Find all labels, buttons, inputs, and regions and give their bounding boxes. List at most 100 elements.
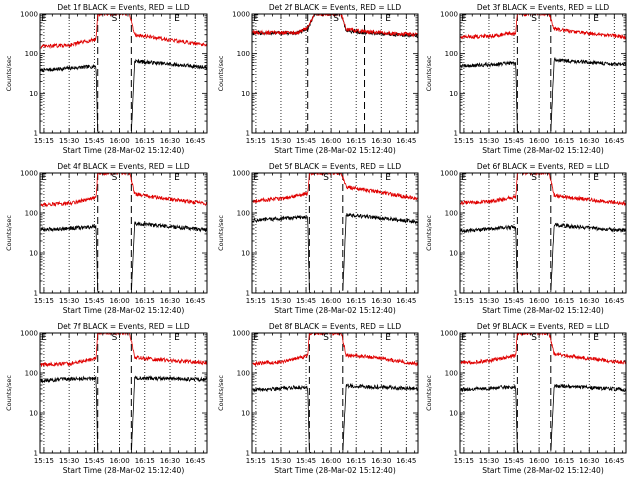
lld-series-line: [460, 14, 626, 40]
x-axis-label: Start Time (28-Mar-02 15:12:40): [63, 306, 185, 315]
phase-marker-label: E: [593, 333, 599, 343]
events-series-line: [252, 212, 418, 293]
plot-frame: [39, 332, 208, 454]
x-axis-label: Start Time (28-Mar-02 15:12:40): [482, 306, 604, 315]
x-tick-label: 16:45: [604, 137, 624, 145]
panel-9: Det 9f BLACK = Events, RED = LLD Counts/s…: [425, 322, 627, 475]
y-tick-label: 1000: [440, 11, 458, 19]
y-tick-label: 10: [241, 410, 250, 418]
x-tick-label: 16:45: [604, 297, 624, 305]
x-tick-label: 16:30: [160, 137, 180, 145]
phase-marker-label: E: [593, 14, 599, 24]
panel-title: Det 8f BLACK = Events, RED = LLD: [269, 322, 402, 331]
lld-series-line: [252, 14, 418, 38]
panel-2: Det 2f BLACK = Events, RED = LLD Counts/s…: [217, 3, 419, 155]
x-axis-label: Start Time (28-Mar-02 15:12:40): [63, 466, 185, 475]
panel-title: Det 5f BLACK = Events, RED = LLD: [269, 162, 402, 171]
phase-marker-label: E: [385, 333, 391, 343]
y-tick-label: 1000: [232, 11, 250, 19]
phase-marker-label: E: [174, 333, 180, 343]
x-tick-label: 15:15: [246, 457, 266, 465]
panel-title: Det 1f BLACK = Events, RED = LLD: [57, 3, 190, 12]
phase-marker-label: S: [112, 173, 118, 183]
x-tick-label: 15:30: [59, 297, 79, 305]
phase-marker-label: S: [531, 173, 537, 183]
x-tick-label: 16:15: [346, 137, 366, 145]
x-axis-label: Start Time (28-Mar-02 15:12:40): [274, 146, 396, 155]
y-tick-label: 100: [445, 370, 458, 378]
x-tick-label: 16:15: [135, 297, 155, 305]
y-tick-label: 1: [34, 130, 38, 138]
y-axis-label: Counts/sec: [5, 215, 13, 251]
x-tick-label: 16:15: [346, 297, 366, 305]
x-tick-label: 15:30: [479, 137, 499, 145]
x-tick-label: 16:30: [371, 297, 391, 305]
x-tick-label: 15:15: [34, 457, 54, 465]
plot-frame: [459, 172, 627, 294]
x-tick-label: 15:15: [34, 137, 54, 145]
y-tick-label: 100: [25, 370, 38, 378]
x-tick-label: 16:00: [321, 457, 341, 465]
x-tick-label: 16:00: [529, 457, 549, 465]
x-tick-label: 16:00: [109, 457, 129, 465]
y-tick-label: 10: [449, 410, 458, 418]
events-series-line: [40, 375, 207, 453]
y-tick-label: 1000: [20, 11, 38, 19]
phase-marker-label: E: [385, 173, 391, 183]
x-tick-label: 16:45: [604, 457, 624, 465]
x-axis-label: Start Time (28-Mar-02 15:12:40): [63, 146, 185, 155]
x-tick-label: 15:45: [84, 457, 104, 465]
y-axis-label: Counts/sec: [217, 55, 225, 91]
lld-series-line: [252, 333, 418, 367]
panel-5: Det 5f BLACK = Events, RED = LLD Counts/s…: [217, 162, 419, 315]
x-axis-label: Start Time (28-Mar-02 15:12:40): [274, 306, 396, 315]
y-axis-label: Counts/sec: [217, 215, 225, 251]
x-axis-label: Start Time (28-Mar-02 15:12:40): [274, 466, 396, 475]
x-tick-label: 16:00: [109, 297, 129, 305]
y-axis-label: Counts/sec: [425, 215, 433, 251]
y-tick-label: 10: [29, 410, 38, 418]
panel-6: Det 6f BLACK = Events, RED = LLD Counts/s…: [425, 162, 627, 315]
x-tick-label: 16:15: [554, 297, 574, 305]
y-tick-label: 100: [25, 50, 38, 58]
x-tick-label: 15:15: [454, 137, 474, 145]
y-axis-label: Counts/sec: [5, 375, 13, 411]
x-tick-label: 15:30: [59, 137, 79, 145]
x-tick-label: 16:45: [185, 457, 205, 465]
x-tick-label: 15:45: [504, 457, 524, 465]
x-tick-label: 16:00: [529, 297, 549, 305]
phase-marker-label: E: [461, 14, 467, 24]
phase-marker-label: E: [385, 14, 391, 24]
x-tick-label: 16:15: [135, 457, 155, 465]
panel-1: Det 1f BLACK = Events, RED = LLD Counts/s…: [5, 3, 208, 155]
y-tick-label: 10: [29, 250, 38, 258]
y-axis-label: Counts/sec: [425, 55, 433, 91]
y-tick-label: 1000: [232, 330, 250, 338]
x-tick-label: 16:45: [396, 457, 416, 465]
x-tick-label: 16:45: [185, 137, 205, 145]
x-tick-label: 15:30: [271, 137, 291, 145]
panel-title: Det 3f BLACK = Events, RED = LLD: [477, 3, 610, 12]
x-axis-label: Start Time (28-Mar-02 15:12:40): [482, 466, 604, 475]
panel-title: Det 4f BLACK = Events, RED = LLD: [57, 162, 190, 171]
plot-frame: [251, 332, 419, 454]
y-tick-label: 1000: [20, 330, 38, 338]
y-axis-label: Counts/sec: [217, 375, 225, 411]
y-tick-label: 10: [241, 250, 250, 258]
x-tick-label: 16:00: [321, 297, 341, 305]
phase-marker-label: E: [253, 14, 259, 24]
panel-title: Det 2f BLACK = Events, RED = LLD: [269, 3, 402, 12]
y-tick-label: 1: [246, 290, 250, 298]
x-tick-label: 16:30: [579, 137, 599, 145]
panel-7: Det 7f BLACK = Events, RED = LLD Counts/s…: [5, 322, 208, 475]
x-tick-label: 15:45: [296, 297, 316, 305]
phase-marker-label: S: [333, 14, 339, 24]
phase-marker-label: E: [253, 173, 259, 183]
x-tick-label: 15:30: [271, 297, 291, 305]
y-tick-label: 1: [246, 130, 250, 138]
x-tick-label: 15:15: [454, 457, 474, 465]
x-tick-label: 15:15: [34, 297, 54, 305]
y-tick-label: 100: [237, 370, 250, 378]
